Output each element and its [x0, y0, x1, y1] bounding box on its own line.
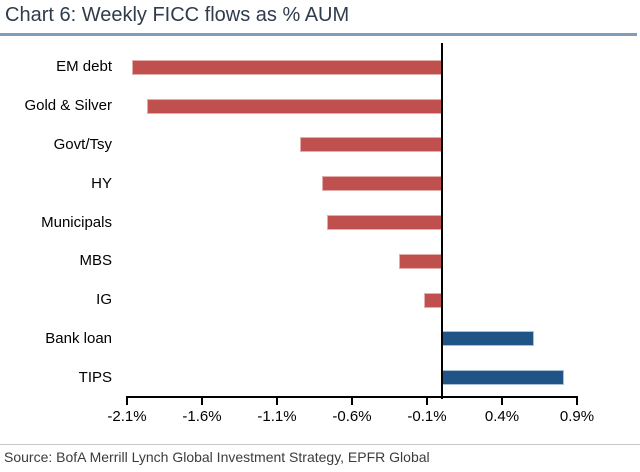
category-label: TIPS [78, 368, 112, 386]
x-axis-tick [201, 397, 203, 405]
bar-negative [146, 98, 442, 114]
x-axis-tick [351, 397, 353, 405]
x-axis-tick [576, 397, 578, 405]
bar-negative [131, 59, 442, 75]
category-label: HY [91, 174, 112, 192]
bar-negative [322, 176, 442, 192]
category-label: Gold & Silver [24, 97, 112, 115]
x-axis-tick-label: -1.6% [182, 408, 222, 425]
bar-negative [424, 292, 442, 308]
category-label: Govt/Tsy [53, 135, 112, 153]
category-label: EM debt [56, 58, 112, 76]
bar-negative [398, 253, 442, 269]
x-axis-tick-label: 0.9% [559, 408, 595, 425]
x-axis-tick [501, 397, 503, 405]
bar-negative [326, 215, 442, 230]
source-note: Source: BofA Merrill Lynch Global Invest… [4, 449, 430, 465]
bar-chart: EM debt Gold & Silver Govt/Tsy HY Municipals… [0, 38, 640, 433]
x-axis-tick-label: -2.1% [107, 408, 147, 425]
source-rule [0, 444, 640, 445]
bar-positive [442, 331, 534, 347]
bar-negative [299, 137, 442, 153]
x-axis-tick-label: 0.4% [484, 408, 520, 425]
bar-positive [442, 370, 564, 386]
x-axis-tick-label: -0.6% [332, 408, 372, 425]
title-rule [0, 33, 637, 36]
category-label: Municipals [41, 213, 112, 231]
x-axis-tick [276, 397, 278, 405]
category-label: MBS [79, 252, 112, 270]
x-axis-tick-label: -0.1% [407, 408, 447, 425]
zero-axis-line [441, 43, 443, 399]
chart-title: Chart 6: Weekly FICC flows as % AUM [5, 4, 350, 26]
category-label: Bank loan [45, 329, 112, 347]
x-axis-tick [426, 397, 428, 405]
x-axis-tick [126, 397, 128, 405]
x-axis-tick-label: -1.1% [257, 408, 297, 425]
category-label: IG [96, 291, 112, 309]
